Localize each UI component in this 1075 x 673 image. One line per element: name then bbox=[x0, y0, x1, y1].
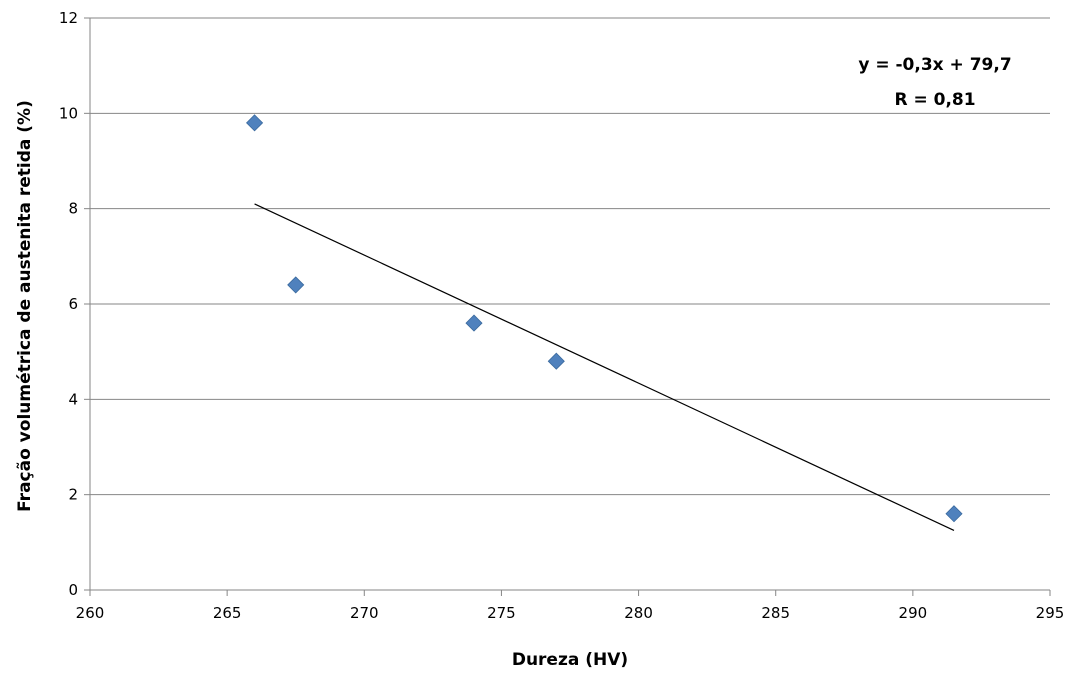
y-tick-label: 8 bbox=[68, 200, 78, 218]
x-tick-label: 280 bbox=[624, 604, 653, 622]
x-axis-title: Dureza (HV) bbox=[512, 650, 628, 670]
x-tick-label: 265 bbox=[213, 604, 242, 622]
r-annotation: R = 0,81 bbox=[894, 90, 975, 110]
y-axis-ticks: 0 2 4 6 8 10 12 bbox=[59, 9, 90, 599]
data-point bbox=[246, 114, 264, 132]
y-axis-title: Fração volumétrica de austenita retida (… bbox=[15, 100, 35, 512]
x-tick-label: 260 bbox=[76, 604, 105, 622]
data-points bbox=[246, 114, 963, 523]
data-point bbox=[547, 352, 565, 370]
y-tick-label: 12 bbox=[59, 9, 78, 27]
x-tick-label: 270 bbox=[350, 604, 379, 622]
y-tick-label: 0 bbox=[68, 581, 78, 599]
y-tick-label: 10 bbox=[59, 104, 78, 122]
data-point bbox=[465, 314, 483, 332]
y-tick-label: 6 bbox=[68, 295, 78, 313]
equation-annotation: y = -0,3x + 79,7 bbox=[858, 55, 1011, 75]
data-point bbox=[287, 276, 305, 294]
y-tick-label: 4 bbox=[68, 390, 78, 408]
x-tick-label: 290 bbox=[899, 604, 928, 622]
data-point bbox=[945, 505, 963, 523]
gridlines bbox=[90, 17, 1050, 496]
y-tick-label: 2 bbox=[68, 486, 78, 504]
x-tick-label: 275 bbox=[487, 604, 516, 622]
x-axis-ticks: 260 265 270 275 280 285 290 295 bbox=[76, 590, 1065, 622]
x-tick-label: 285 bbox=[761, 604, 790, 622]
trendline bbox=[254, 203, 955, 531]
x-tick-label: 295 bbox=[1036, 604, 1065, 622]
